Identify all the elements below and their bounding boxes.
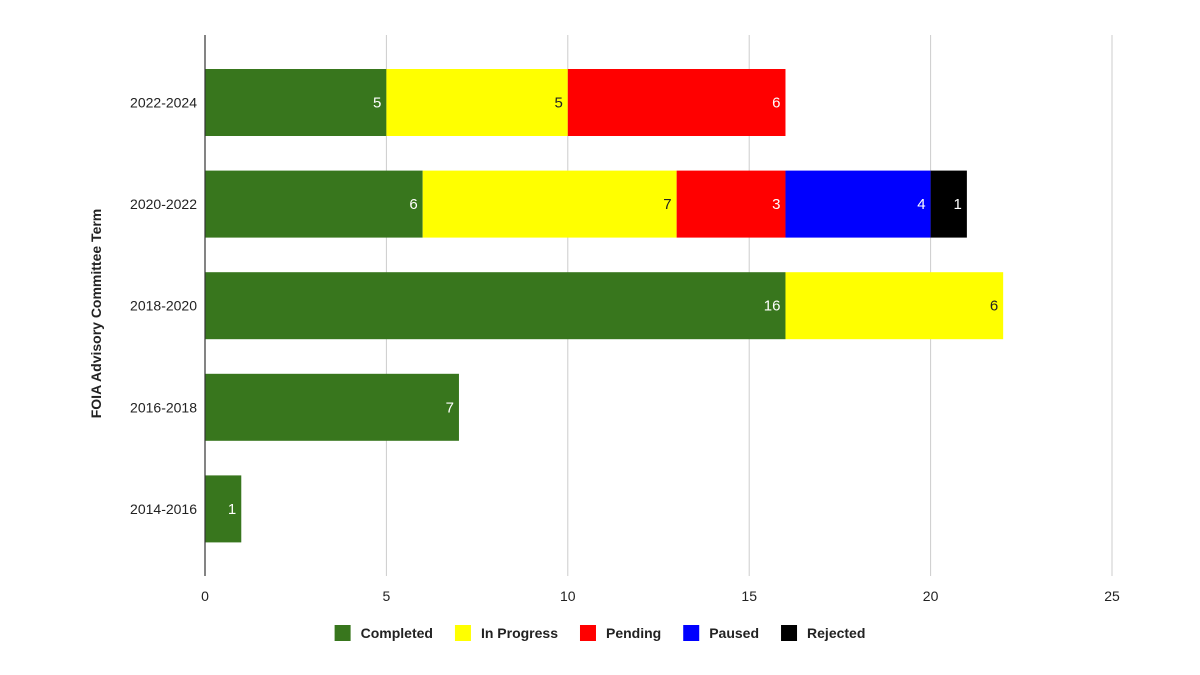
x-tick-label: 20 xyxy=(923,588,939,604)
bar-value-label: 6 xyxy=(990,298,998,315)
legend-swatch-completed xyxy=(334,625,351,641)
bar-value-label: 4 xyxy=(917,196,925,213)
legend: Completed In Progress Pending Paused Rejecte… xyxy=(334,625,865,641)
category-label: 2016-2018 xyxy=(130,399,197,415)
category-label: 2014-2016 xyxy=(130,501,197,517)
bar-value-label: 16 xyxy=(764,298,781,315)
legend-label-completed: Completed xyxy=(361,625,433,641)
bar-in-progress-2018-2020 xyxy=(785,272,1004,340)
bar-value-label: 6 xyxy=(772,95,780,112)
category-label: 2022-2024 xyxy=(130,95,197,111)
legend-label-pending: Pending xyxy=(606,625,661,641)
legend-swatch-in-progress xyxy=(454,625,471,641)
legend-swatch-rejected xyxy=(781,625,798,641)
legend-swatch-paused xyxy=(683,625,700,641)
bar-in-progress-2022-2024 xyxy=(386,69,568,136)
category-label: 2020-2022 xyxy=(130,196,197,212)
x-tick-label: 0 xyxy=(201,588,209,604)
bars xyxy=(205,69,1004,543)
category-label: 2018-2020 xyxy=(130,298,197,314)
bar-value-label: 6 xyxy=(409,196,417,213)
bar-rejected-2020-2022 xyxy=(930,170,967,238)
x-tick-label: 10 xyxy=(560,588,576,604)
bar-value-label: 3 xyxy=(772,196,780,213)
bar-pending-2020-2022 xyxy=(676,170,786,238)
legend-label-paused: Paused xyxy=(709,625,759,641)
bar-in-progress-2020-2022 xyxy=(422,170,677,238)
bar-completed-2018-2020 xyxy=(205,272,786,340)
bar-completed-2022-2024 xyxy=(205,69,387,136)
legend-swatch-pending xyxy=(579,625,596,641)
bar-pending-2022-2024 xyxy=(567,69,786,136)
legend-label-rejected: Rejected xyxy=(807,625,865,641)
bar-completed-2020-2022 xyxy=(205,170,423,238)
axes: 0 5 10 15 20 252022-20242020-20222018-2020201… xyxy=(130,35,1120,604)
bar-completed-2014-2016 xyxy=(205,475,242,543)
x-tick-label: 15 xyxy=(741,588,757,604)
legend-label-in-progress: In Progress xyxy=(481,625,558,641)
bar-value-label: 7 xyxy=(446,399,454,416)
bar-value-label: 5 xyxy=(554,95,562,112)
bar-completed-2016-2018 xyxy=(205,373,459,441)
bar-value-label: 1 xyxy=(228,501,236,518)
bar-paused-2020-2022 xyxy=(785,170,931,238)
bar-labels: 5 5 6 6 7 3 4 1 16 6 7 1 xyxy=(228,95,998,518)
bar-value-label: 7 xyxy=(663,196,671,213)
bar-value-label: 5 xyxy=(373,95,381,112)
x-tick-label: 5 xyxy=(383,588,391,604)
x-tick-label: 25 xyxy=(1104,588,1120,604)
y-axis-title: FOIA Advisory Committee Term xyxy=(88,209,104,419)
bar-value-label: 1 xyxy=(954,196,962,213)
